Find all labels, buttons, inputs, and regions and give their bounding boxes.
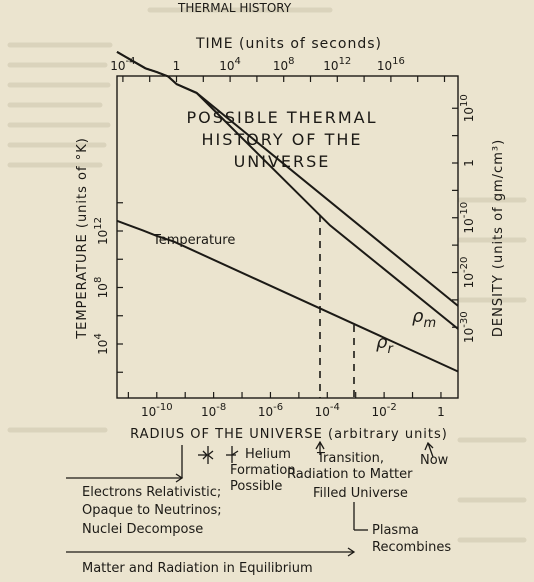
temperature-series-label: Temperature xyxy=(152,233,235,248)
top-tick-label: 1 xyxy=(173,59,181,73)
rho-m-label: ρm xyxy=(412,306,436,331)
right-tick-label: 10-20 xyxy=(459,257,476,289)
left-tick-label: 104 xyxy=(93,333,110,355)
top-tick-label: 10-4 xyxy=(110,56,135,73)
bottom-tick-label: 10-10 xyxy=(141,402,173,419)
electrons-label-2: Opaque to Neutrinos; xyxy=(82,503,222,518)
helium-label-2: Formation xyxy=(230,463,296,478)
left-tick-label: 108 xyxy=(93,277,110,299)
helium-label-3: Possible xyxy=(230,479,282,494)
right-axis-label: DENSITY (units of gm/cm³) xyxy=(491,139,506,337)
plasma-label-1: Plasma xyxy=(372,523,419,538)
electrons-label-1: Electrons Relativistic; xyxy=(82,485,221,500)
helium-label-1: Helium xyxy=(245,447,291,462)
top-tick-label: 1012 xyxy=(323,56,351,73)
right-tick-label: 10-10 xyxy=(459,202,476,234)
right-tick-label: 1 xyxy=(462,159,476,167)
top-tick-label: 108 xyxy=(273,56,295,73)
rho-r-label: ρr xyxy=(376,332,394,357)
transition-label-2: Radiation to Matter xyxy=(287,467,413,482)
annotation-arrows xyxy=(66,440,434,557)
transition-label-3: Filled Universe xyxy=(313,486,408,501)
bottom-tick-label: 1 xyxy=(437,405,445,419)
now-label: Now xyxy=(420,453,449,468)
right-tick-label: 10-30 xyxy=(459,311,476,343)
top-tick-label: 104 xyxy=(219,56,241,73)
temperature-line xyxy=(116,219,459,373)
right-tick-label: 1010 xyxy=(459,94,476,122)
electrons-label-3: Nuclei Decompose xyxy=(82,522,203,537)
bottom-tick-label: 10-6 xyxy=(258,402,283,419)
left-axis-label: TEMPERATURE (units of °K) xyxy=(75,137,90,340)
bottom-tick-label: 10-8 xyxy=(201,402,226,419)
plasma-label-2: Recombines xyxy=(372,540,451,555)
rho-m-line xyxy=(116,51,459,307)
tick-labels: 10-10 10-8 10-6 10-4 10-2 1 10-4 1 104 108 1012 101… xyxy=(93,56,476,419)
bottom-axis-label: RADIUS OF THE UNIVERSE (arbitrary units) xyxy=(130,427,448,442)
top-axis-label: TIME (units of seconds) xyxy=(195,36,382,52)
left-tick-label: 1012 xyxy=(93,217,110,245)
transition-label-1: Transition, xyxy=(316,451,384,466)
series-lines xyxy=(116,51,459,373)
rho-r-line xyxy=(116,51,459,330)
bottom-tick-label: 10-4 xyxy=(315,402,340,419)
bottom-tick-label: 10-2 xyxy=(371,402,396,419)
equilibrium-label: Matter and Radiation in Equilibrium xyxy=(82,561,313,576)
plot-frame xyxy=(116,75,459,399)
chart-title-line-2: HISTORY OF THE xyxy=(201,130,362,149)
top-tick-label: 1016 xyxy=(377,56,405,73)
